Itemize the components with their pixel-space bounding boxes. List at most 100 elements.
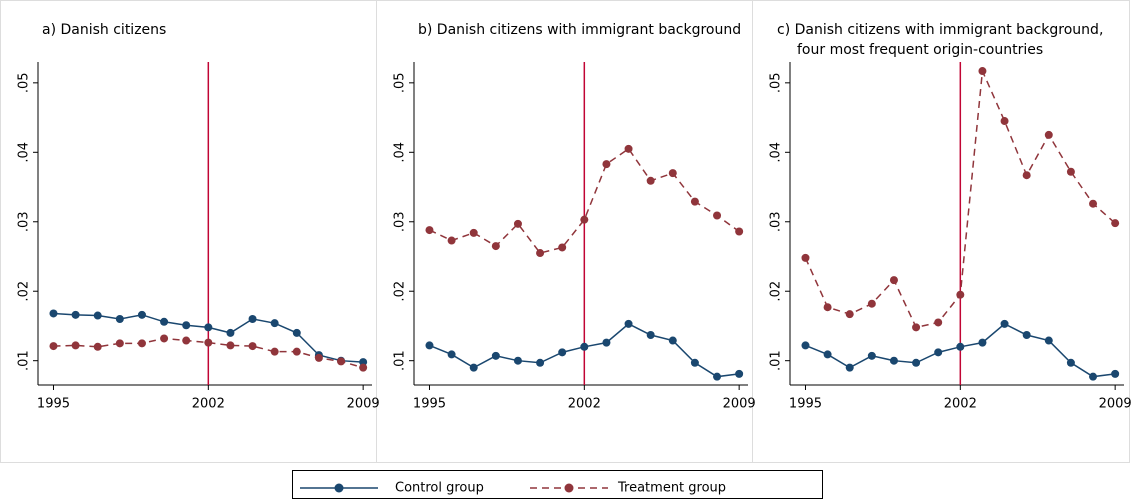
data-point bbox=[513, 356, 522, 365]
data-point bbox=[425, 226, 434, 235]
data-point bbox=[845, 363, 854, 372]
y-tick-label: .05 bbox=[393, 72, 408, 93]
data-point bbox=[425, 341, 434, 350]
data-point bbox=[934, 348, 943, 357]
data-point bbox=[447, 350, 456, 359]
data-point bbox=[536, 249, 545, 258]
x-tick-label: 2002 bbox=[192, 397, 225, 412]
data-point bbox=[292, 347, 301, 356]
data-point bbox=[182, 321, 191, 330]
data-point bbox=[690, 197, 699, 206]
y-tick-label: .01 bbox=[17, 350, 32, 371]
data-point bbox=[668, 169, 677, 178]
y-tick-label: .04 bbox=[17, 142, 32, 163]
y-tick-label: .03 bbox=[393, 211, 408, 232]
data-point bbox=[602, 160, 611, 169]
data-point bbox=[115, 339, 124, 348]
data-point bbox=[270, 319, 279, 328]
series-line bbox=[429, 147, 740, 254]
data-point bbox=[823, 350, 832, 359]
y-tick-label: .02 bbox=[17, 281, 32, 302]
data-point bbox=[889, 356, 898, 365]
data-point bbox=[1022, 330, 1031, 339]
legend-label: Control group bbox=[395, 481, 484, 496]
data-point bbox=[491, 242, 500, 251]
data-point bbox=[1089, 372, 1098, 381]
data-point bbox=[160, 317, 169, 326]
legend-marker bbox=[334, 483, 344, 493]
y-tick-label: .03 bbox=[17, 211, 32, 232]
data-point bbox=[1022, 171, 1031, 180]
y-tick-label: .02 bbox=[769, 281, 784, 302]
data-point bbox=[115, 315, 124, 324]
y-tick-label: .04 bbox=[769, 142, 784, 163]
data-point bbox=[646, 330, 655, 339]
data-point bbox=[690, 358, 699, 367]
data-point bbox=[469, 228, 478, 237]
x-tick-label: 1995 bbox=[789, 397, 822, 412]
x-tick-label: 1995 bbox=[37, 397, 70, 412]
x-tick-label: 1995 bbox=[413, 397, 446, 412]
data-point bbox=[359, 363, 368, 372]
x-tick-label: 2009 bbox=[723, 397, 756, 412]
data-point bbox=[137, 310, 146, 319]
data-point bbox=[93, 342, 102, 351]
data-point bbox=[1111, 369, 1120, 378]
panel-title: b) Danish citizens with immigrant backgr… bbox=[418, 22, 741, 38]
data-point bbox=[735, 227, 744, 236]
data-point bbox=[226, 341, 235, 350]
data-point bbox=[978, 338, 987, 347]
data-point bbox=[447, 236, 456, 245]
data-point bbox=[801, 253, 810, 262]
data-point bbox=[867, 351, 876, 360]
data-point bbox=[1066, 167, 1075, 176]
data-point bbox=[713, 211, 722, 220]
panel-frame bbox=[0, 0, 377, 463]
data-point bbox=[137, 339, 146, 348]
data-point bbox=[602, 338, 611, 347]
y-tick-label: .05 bbox=[769, 72, 784, 93]
legend-marker bbox=[564, 483, 574, 493]
data-point bbox=[49, 309, 58, 318]
data-point bbox=[226, 328, 235, 337]
data-point bbox=[558, 243, 567, 252]
data-point bbox=[580, 215, 589, 224]
data-point bbox=[978, 67, 987, 76]
data-point bbox=[668, 336, 677, 345]
data-point bbox=[624, 319, 633, 328]
data-point bbox=[204, 338, 213, 347]
data-point bbox=[270, 347, 279, 356]
data-point bbox=[823, 303, 832, 312]
data-point bbox=[536, 358, 545, 367]
y-tick-label: .05 bbox=[17, 72, 32, 93]
data-point bbox=[956, 290, 965, 299]
x-tick-label: 2009 bbox=[347, 397, 380, 412]
data-point bbox=[49, 342, 58, 351]
y-tick-label: .03 bbox=[769, 211, 784, 232]
series-line bbox=[53, 337, 364, 369]
data-point bbox=[801, 341, 810, 350]
data-point bbox=[204, 323, 213, 332]
x-tick-label: 2002 bbox=[568, 397, 601, 412]
data-point bbox=[469, 363, 478, 372]
data-point bbox=[1044, 130, 1053, 139]
data-point bbox=[912, 358, 921, 367]
data-point bbox=[93, 311, 102, 320]
data-point bbox=[1111, 219, 1120, 228]
data-point bbox=[1000, 319, 1009, 328]
y-tick-label: .01 bbox=[769, 350, 784, 371]
panel-frame bbox=[752, 0, 1130, 463]
data-point bbox=[889, 276, 898, 285]
data-point bbox=[912, 323, 921, 332]
data-point bbox=[1089, 199, 1098, 208]
data-point bbox=[1000, 117, 1009, 126]
data-point bbox=[1066, 358, 1075, 367]
legend-label: Treatment group bbox=[617, 481, 726, 496]
data-point bbox=[956, 342, 965, 351]
data-point bbox=[160, 334, 169, 343]
data-point bbox=[248, 315, 257, 324]
data-point bbox=[314, 353, 323, 362]
y-tick-label: .02 bbox=[393, 281, 408, 302]
data-point bbox=[580, 342, 589, 351]
